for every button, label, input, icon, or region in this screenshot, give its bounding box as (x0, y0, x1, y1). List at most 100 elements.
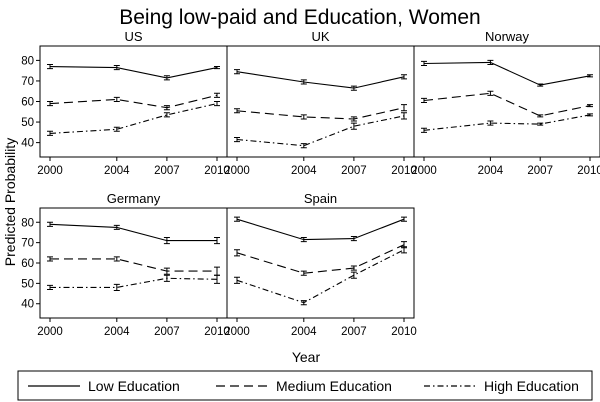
x-tick-label: 2007 (154, 165, 180, 177)
series-line (423, 92, 591, 117)
legend-item: Medium Education (216, 378, 392, 394)
error-bar (300, 143, 307, 149)
error-bar (234, 136, 240, 143)
error-bar (587, 113, 593, 117)
error-bar (350, 265, 357, 271)
error-bar (487, 90, 494, 96)
error-bar (401, 216, 407, 222)
error-bar (537, 83, 544, 87)
error-bar (214, 92, 220, 98)
error-bar (47, 101, 53, 107)
error-bar (401, 104, 407, 112)
error-bar (214, 66, 220, 70)
x-tick-label: 2004 (104, 326, 130, 338)
x-tick-label: 2004 (104, 165, 130, 177)
y-tick-label: 60 (21, 97, 34, 109)
series-line (49, 94, 218, 109)
legend-label: Medium Education (276, 378, 392, 394)
panel-frame (226, 207, 415, 319)
y-tick-label: 80 (21, 217, 34, 229)
error-bar (300, 270, 307, 276)
error-bar (350, 122, 357, 130)
x-tick-label: 2007 (341, 165, 367, 177)
x-tick-label: 2010 (204, 326, 230, 338)
legend-item: High Education (424, 378, 579, 394)
error-bar (234, 276, 240, 284)
series-medium-education (234, 104, 407, 122)
error-bar (350, 236, 357, 242)
series-medium-education (234, 241, 407, 276)
series-low-education (234, 69, 407, 91)
error-bar (537, 114, 544, 118)
error-bar (421, 127, 427, 133)
series-line (50, 258, 217, 272)
error-bar (163, 267, 170, 275)
error-bar (163, 75, 170, 81)
error-bar (421, 60, 427, 67)
series-line (423, 114, 591, 131)
panel-frame (39, 45, 228, 158)
error-bar (214, 274, 220, 284)
x-tick-label: 2010 (391, 326, 417, 338)
x-tick-label: 2000 (224, 165, 250, 177)
y-tick-label: 70 (21, 238, 34, 250)
series-low-education (47, 64, 220, 81)
error-bar (163, 105, 170, 111)
error-bar (234, 216, 240, 222)
error-bar (587, 104, 593, 108)
error-bar (350, 85, 357, 91)
y-tick-label: 50 (21, 117, 34, 129)
chart-title: Being low-paid and Education, Women (119, 6, 481, 29)
legend-label: Low Education (88, 378, 180, 394)
y-tick-label: 50 (21, 278, 34, 290)
x-tick-label: 2004 (291, 165, 317, 177)
error-bar (113, 256, 120, 262)
legend-item: Low Education (28, 378, 180, 394)
series-line (49, 66, 218, 79)
error-bar (47, 130, 53, 136)
error-bar (113, 224, 120, 230)
error-bar (587, 74, 593, 78)
error-bar (163, 274, 170, 282)
panel-frame (39, 207, 228, 319)
error-bar (47, 221, 53, 227)
panel-title: Spain (304, 191, 337, 206)
series-line (49, 223, 217, 242)
error-bar (300, 237, 307, 243)
y-tick-label: 60 (21, 258, 34, 270)
error-bar (401, 246, 407, 254)
error-bar (234, 108, 240, 114)
error-bar (163, 112, 170, 118)
series-high-education (421, 113, 593, 133)
error-bar (401, 112, 407, 120)
series-line (236, 107, 405, 120)
error-bar (350, 271, 357, 279)
x-tick-label: 2010 (577, 165, 600, 177)
panel-frame (226, 45, 415, 158)
series-low-education (234, 216, 407, 243)
y-axis-label: Predicted Probability (2, 138, 18, 266)
x-tick-label: 2000 (411, 165, 437, 177)
panel-uk: UK 2000 2004 2007 2010 (224, 29, 417, 177)
series-line (236, 115, 405, 147)
error-bar (234, 69, 240, 75)
error-bar (113, 126, 120, 132)
error-bar (350, 116, 357, 122)
legend-label: High Education (484, 378, 579, 394)
x-tick-label: 2007 (527, 165, 553, 177)
x-tick-label: 2010 (391, 165, 417, 177)
series-line (236, 218, 405, 241)
error-bar (537, 122, 544, 126)
panel-norway: Norway 2000 2004 2007 2010 (411, 29, 600, 177)
series-line (423, 61, 591, 86)
x-tick-label: 2004 (478, 165, 504, 177)
error-bar (401, 74, 407, 80)
series-high-education (234, 112, 407, 149)
legend-frame (17, 370, 593, 401)
panel-us: US 2000 2004 2007 2010 40 50 60 70 80 (21, 29, 230, 177)
error-bar (214, 266, 220, 276)
x-tick-label: 2000 (37, 326, 63, 338)
error-bar (214, 237, 220, 245)
x-tick-label: 2000 (37, 165, 63, 177)
